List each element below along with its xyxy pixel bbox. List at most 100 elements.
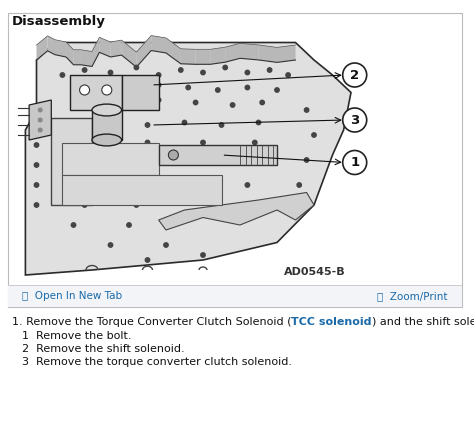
Circle shape — [71, 223, 76, 227]
Circle shape — [182, 120, 187, 125]
Text: TCC solenoid: TCC solenoid — [292, 317, 372, 327]
Bar — [70, 75, 122, 110]
Polygon shape — [159, 193, 314, 230]
Circle shape — [182, 218, 187, 222]
Polygon shape — [225, 43, 240, 62]
Circle shape — [119, 103, 124, 107]
Polygon shape — [166, 38, 181, 64]
Circle shape — [286, 73, 290, 77]
Bar — [51, 117, 92, 205]
Text: 2  Remove the shift solenoid.: 2 Remove the shift solenoid. — [22, 344, 185, 354]
Circle shape — [245, 70, 250, 75]
Polygon shape — [240, 43, 258, 60]
Circle shape — [156, 83, 161, 87]
Polygon shape — [210, 47, 225, 64]
Circle shape — [156, 98, 161, 102]
Circle shape — [108, 118, 113, 122]
Circle shape — [245, 85, 250, 90]
Circle shape — [146, 123, 150, 127]
Polygon shape — [26, 42, 351, 275]
Text: AD0545-B: AD0545-B — [284, 267, 346, 277]
Circle shape — [168, 150, 178, 160]
Polygon shape — [100, 37, 110, 57]
Polygon shape — [36, 36, 47, 60]
Text: ) and the shift solenoid.: ) and the shift solenoid. — [372, 317, 474, 327]
Circle shape — [38, 118, 42, 122]
Circle shape — [134, 203, 138, 207]
Text: 1: 1 — [350, 156, 359, 169]
Circle shape — [201, 253, 205, 257]
Circle shape — [343, 63, 367, 87]
Circle shape — [164, 243, 168, 247]
Circle shape — [38, 108, 42, 112]
Ellipse shape — [92, 104, 122, 116]
Bar — [8, 13, 462, 307]
Bar — [159, 145, 277, 165]
Polygon shape — [110, 40, 122, 57]
Circle shape — [201, 178, 205, 182]
Circle shape — [297, 183, 301, 187]
Circle shape — [80, 85, 90, 95]
Circle shape — [260, 100, 264, 105]
Polygon shape — [55, 40, 66, 57]
Circle shape — [201, 140, 205, 144]
Polygon shape — [258, 45, 277, 62]
Circle shape — [216, 88, 220, 92]
Circle shape — [223, 65, 228, 70]
Polygon shape — [151, 36, 166, 53]
Ellipse shape — [92, 134, 122, 146]
Circle shape — [127, 223, 131, 227]
Circle shape — [127, 88, 131, 92]
Polygon shape — [92, 37, 100, 66]
Circle shape — [34, 163, 39, 167]
Bar — [63, 175, 221, 205]
Circle shape — [46, 103, 50, 107]
Circle shape — [71, 160, 76, 165]
Text: 3  Remove the torque converter clutch solenoid.: 3 Remove the torque converter clutch sol… — [22, 357, 292, 367]
Polygon shape — [47, 36, 55, 55]
Circle shape — [90, 140, 94, 144]
Circle shape — [146, 258, 150, 262]
Circle shape — [102, 85, 112, 95]
Polygon shape — [277, 45, 295, 62]
Circle shape — [82, 203, 87, 207]
Circle shape — [127, 158, 131, 162]
Circle shape — [275, 88, 279, 92]
Circle shape — [343, 150, 367, 175]
Circle shape — [146, 140, 150, 144]
Circle shape — [34, 143, 39, 147]
Circle shape — [97, 85, 101, 90]
Polygon shape — [73, 50, 81, 65]
Circle shape — [60, 73, 64, 77]
Circle shape — [343, 108, 367, 132]
Polygon shape — [181, 49, 196, 64]
Circle shape — [267, 68, 272, 72]
Circle shape — [230, 103, 235, 107]
Polygon shape — [122, 40, 137, 67]
Circle shape — [304, 108, 309, 112]
Circle shape — [304, 158, 309, 162]
Polygon shape — [137, 36, 151, 67]
Circle shape — [238, 160, 242, 165]
Circle shape — [82, 100, 87, 105]
Circle shape — [193, 100, 198, 105]
Bar — [18, 30, 388, 280]
Text: 1. Remove the Torque Converter Clutch Solenoid (: 1. Remove the Torque Converter Clutch So… — [12, 317, 292, 327]
Text: ⧉  Open In New Tab: ⧉ Open In New Tab — [22, 291, 122, 301]
Circle shape — [201, 70, 205, 75]
Circle shape — [312, 133, 316, 137]
Circle shape — [34, 123, 39, 127]
Polygon shape — [29, 100, 51, 140]
Circle shape — [90, 183, 94, 187]
Text: 3: 3 — [350, 113, 359, 127]
Circle shape — [146, 183, 150, 187]
Circle shape — [134, 65, 138, 70]
Circle shape — [245, 183, 250, 187]
Bar — [8, 285, 462, 307]
Polygon shape — [66, 42, 73, 65]
Polygon shape — [81, 50, 92, 66]
Circle shape — [38, 128, 42, 132]
Text: 2: 2 — [350, 68, 359, 82]
Circle shape — [34, 183, 39, 187]
Circle shape — [179, 68, 183, 72]
